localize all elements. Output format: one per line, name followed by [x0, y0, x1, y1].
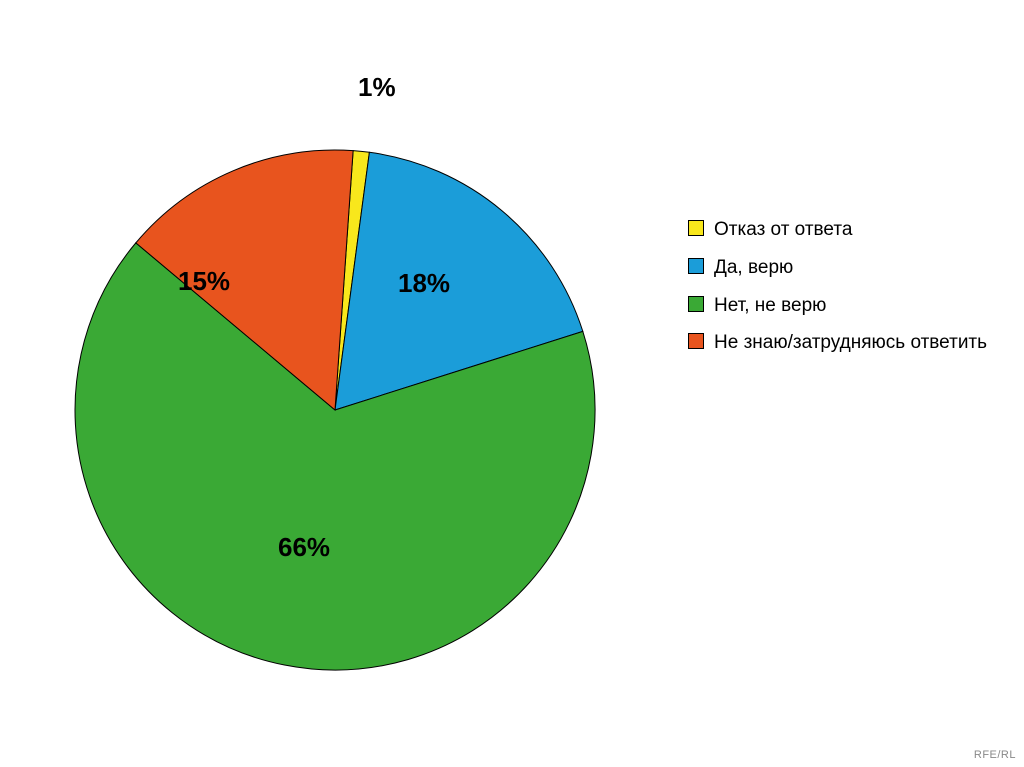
legend-swatch [688, 296, 704, 312]
legend: Отказ от ответа Да, верю Нет, не верю Не зн… [688, 218, 987, 369]
attribution-text: RFE/RL [974, 749, 1016, 761]
pie-chart [73, 148, 597, 672]
legend-label: Отказ от ответа [714, 218, 852, 242]
legend-item: Отказ от ответа [688, 218, 987, 242]
slice-label: 18% [398, 268, 450, 299]
slice-label: 1% [358, 72, 396, 103]
legend-item: Да, верю [688, 256, 987, 280]
legend-label: Да, верю [714, 256, 793, 280]
legend-swatch [688, 258, 704, 274]
slice-label: 15% [178, 266, 230, 297]
legend-swatch [688, 333, 704, 349]
slice-label: 66% [278, 532, 330, 563]
legend-swatch [688, 220, 704, 236]
legend-item: Не знаю/затрудняюсь ответить [688, 331, 987, 355]
legend-label: Нет, не верю [714, 294, 826, 318]
chart-container: 1% 18% 66% 15% Отказ от ответа Да, верю Нет, … [0, 0, 1024, 767]
legend-item: Нет, не верю [688, 294, 987, 318]
legend-label: Не знаю/затрудняюсь ответить [714, 331, 987, 355]
